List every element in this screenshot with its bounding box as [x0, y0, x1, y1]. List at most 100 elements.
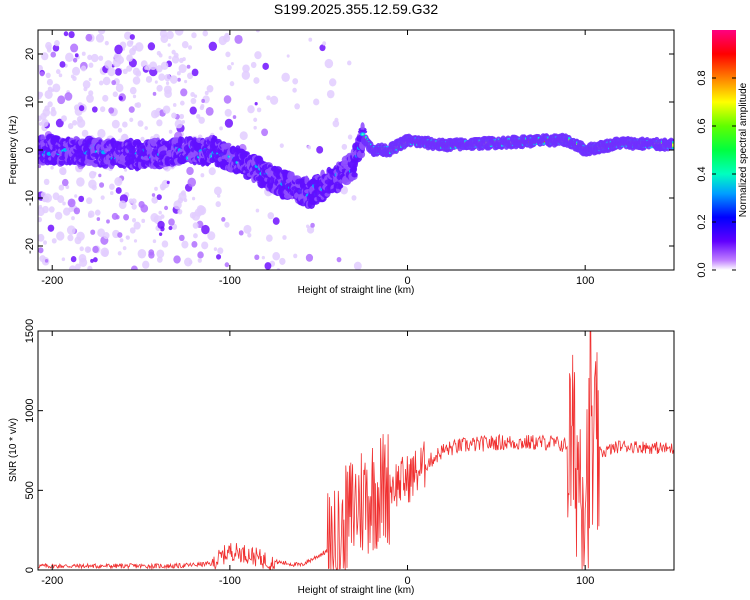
heatmap-speckle — [272, 252, 281, 261]
heatmap-speckle — [122, 246, 127, 251]
heatmap-speckle — [113, 52, 122, 61]
heatmap-cell — [357, 129, 368, 134]
heatmap-speckle — [198, 116, 205, 124]
heatmap-speckle — [183, 198, 188, 203]
heatmap-speckle — [147, 42, 156, 51]
heatmap-speckle — [196, 114, 201, 119]
heatmap-speckle — [47, 101, 53, 108]
heatmap-speckle — [44, 105, 50, 112]
heatmap-speckle — [168, 225, 173, 231]
heatmap-speckle — [107, 67, 116, 77]
heatmap-speckle — [52, 192, 60, 201]
heatmap-speckle — [156, 119, 163, 127]
heatmap-speckle — [225, 51, 231, 58]
heatmap-speckle — [90, 258, 94, 263]
heatmap-speckle — [164, 89, 172, 99]
heatmap-speckle — [332, 120, 340, 128]
heatmap-speckle — [76, 118, 86, 128]
heatmap-speckle — [264, 262, 272, 270]
heatmap-speckle — [293, 253, 298, 259]
heatmap-speckle — [137, 120, 144, 127]
heatmap-speckle — [154, 186, 158, 191]
heatmap-speckle — [50, 109, 57, 117]
heatmap-speckle — [45, 41, 52, 50]
heatmap-speckle — [132, 76, 141, 85]
heatmap-speckle — [294, 103, 300, 110]
x-tick-label: 100 — [576, 575, 594, 587]
heatmap-speckle — [87, 54, 93, 61]
heatmap-speckle — [86, 94, 94, 103]
heatmap-speckle — [80, 65, 87, 72]
heatmap-speckle — [156, 249, 165, 259]
heatmap-speckle — [281, 72, 290, 82]
heatmap-speckle — [115, 214, 120, 220]
heatmap-speckle — [282, 235, 287, 240]
heatmap-speckle — [75, 263, 81, 270]
heatmap-speckle — [239, 131, 248, 141]
heatmap-speckle — [125, 235, 130, 240]
heatmap-speckle — [68, 265, 77, 270]
heatmap-speckle — [111, 119, 120, 129]
colorbar: 0.0 0.2 0.4 0.6 0.8 Normalized spectral ampl… — [696, 30, 749, 278]
heatmap-speckle — [131, 198, 137, 205]
heatmap-speckle — [234, 34, 243, 44]
heatmap-speckle — [61, 178, 69, 187]
heatmap-speckle — [142, 260, 150, 269]
heatmap-speckle — [76, 177, 85, 187]
heatmap-speckle — [119, 238, 124, 243]
heatmap-speckle — [118, 200, 127, 210]
heatmap-speckle — [92, 245, 99, 254]
heatmap-speckle — [115, 187, 122, 194]
heatmap-speckle — [97, 30, 106, 35]
heatmap-speckle — [156, 194, 162, 201]
heatmap-speckle — [103, 232, 110, 240]
colorbar-gradient — [712, 30, 736, 270]
heatmap-speckle — [173, 200, 182, 210]
heatmap-speckle — [55, 69, 61, 75]
heatmap-speckle — [151, 193, 156, 197]
heatmap-speckle — [64, 92, 73, 101]
heatmap-speckle — [101, 249, 109, 258]
heatmap-speckle — [59, 166, 67, 176]
heatmap-speckle — [51, 238, 57, 244]
heatmap-speckle — [200, 173, 205, 178]
heatmap-speckle — [93, 257, 98, 263]
y-tick-label: 0 — [24, 147, 36, 153]
heatmap-speckle — [353, 261, 362, 270]
heatmap-speckle — [81, 129, 89, 138]
heatmap-speckle — [224, 118, 234, 128]
heatmap-speckle — [95, 33, 105, 43]
heatmap-speckle — [117, 251, 122, 256]
heatmap-speckle — [67, 234, 74, 242]
heatmap-speckle — [44, 89, 53, 99]
heatmap-speckle — [176, 71, 181, 76]
heatmap-speckle — [52, 83, 61, 93]
heatmap-speckle — [50, 165, 54, 170]
colorbar-tick-label: 0.6 — [696, 118, 708, 133]
heatmap-speckle — [182, 57, 186, 62]
heatmap-cell — [179, 136, 185, 144]
heatmap-speckle — [54, 40, 60, 47]
heatmap-speckle — [262, 62, 269, 70]
heatmap-cell — [273, 166, 283, 174]
heatmap-speckle — [110, 191, 114, 196]
x-tick-label: -100 — [219, 575, 241, 587]
heatmap-speckle — [201, 98, 205, 103]
heatmap-speckle — [43, 240, 48, 245]
heatmap-speckle — [324, 58, 334, 69]
heatmap-speckle — [87, 210, 95, 218]
spectrogram-xlabel: Height of straight line (km) — [298, 285, 415, 296]
heatmap-speckle — [100, 195, 105, 200]
heatmap-speckle — [169, 75, 178, 84]
heatmap-speckle — [71, 216, 75, 221]
heatmap-speckle — [255, 30, 260, 33]
heatmap-speckle — [112, 58, 121, 68]
heatmap-speckle — [132, 218, 137, 223]
heatmap-speckle — [266, 95, 271, 101]
heatmap-speckle — [241, 70, 251, 80]
heatmap-speckle — [117, 127, 123, 133]
heatmap-speckle — [93, 171, 97, 176]
y-tick-label: 10 — [24, 96, 36, 108]
heatmap-speckle — [172, 103, 177, 107]
heatmap-speckle — [65, 52, 74, 63]
